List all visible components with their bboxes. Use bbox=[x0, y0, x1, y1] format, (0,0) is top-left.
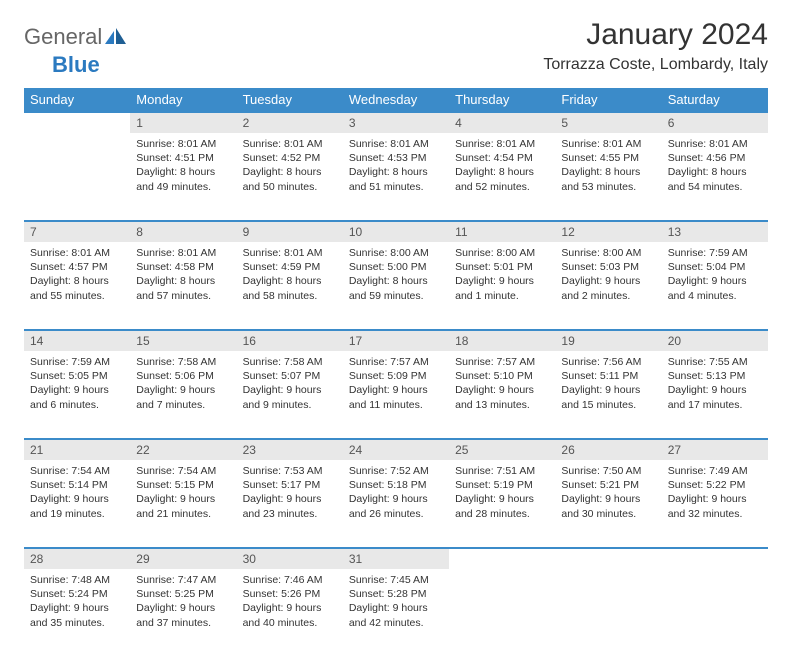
day-number: 23 bbox=[237, 439, 343, 460]
day-number: 20 bbox=[662, 330, 768, 351]
week-content-row: Sunrise: 8:01 AMSunset: 4:51 PMDaylight:… bbox=[24, 133, 768, 221]
day-number: 31 bbox=[343, 548, 449, 569]
day-cell: Sunrise: 7:53 AMSunset: 5:17 PMDaylight:… bbox=[237, 460, 343, 548]
day-cell: Sunrise: 8:01 AMSunset: 4:55 PMDaylight:… bbox=[555, 133, 661, 221]
day-header: Tuesday bbox=[237, 88, 343, 112]
day-number: 15 bbox=[130, 330, 236, 351]
week-content-row: Sunrise: 7:59 AMSunset: 5:05 PMDaylight:… bbox=[24, 351, 768, 439]
day-number: 1 bbox=[130, 112, 236, 133]
day-cell: Sunrise: 7:51 AMSunset: 5:19 PMDaylight:… bbox=[449, 460, 555, 548]
day-number: 29 bbox=[130, 548, 236, 569]
day-number: 11 bbox=[449, 221, 555, 242]
day-cell: Sunrise: 7:52 AMSunset: 5:18 PMDaylight:… bbox=[343, 460, 449, 548]
day-cell: Sunrise: 8:01 AMSunset: 4:52 PMDaylight:… bbox=[237, 133, 343, 221]
day-number bbox=[449, 548, 555, 569]
day-number: 6 bbox=[662, 112, 768, 133]
day-cell: Sunrise: 8:00 AMSunset: 5:00 PMDaylight:… bbox=[343, 242, 449, 330]
day-cell: Sunrise: 8:00 AMSunset: 5:01 PMDaylight:… bbox=[449, 242, 555, 330]
day-cell: Sunrise: 7:57 AMSunset: 5:09 PMDaylight:… bbox=[343, 351, 449, 439]
day-number: 24 bbox=[343, 439, 449, 460]
day-cell: Sunrise: 8:01 AMSunset: 4:51 PMDaylight:… bbox=[130, 133, 236, 221]
logo-text-blue: Blue bbox=[52, 52, 100, 77]
day-header: Sunday bbox=[24, 88, 130, 112]
day-cell bbox=[24, 133, 130, 221]
day-cell: Sunrise: 7:59 AMSunset: 5:05 PMDaylight:… bbox=[24, 351, 130, 439]
day-cell: Sunrise: 8:01 AMSunset: 4:54 PMDaylight:… bbox=[449, 133, 555, 221]
day-number: 18 bbox=[449, 330, 555, 351]
day-number: 7 bbox=[24, 221, 130, 242]
day-cell bbox=[555, 569, 661, 657]
week-number-row: 28293031 bbox=[24, 548, 768, 569]
day-cell: Sunrise: 8:01 AMSunset: 4:58 PMDaylight:… bbox=[130, 242, 236, 330]
day-header: Friday bbox=[555, 88, 661, 112]
day-number: 19 bbox=[555, 330, 661, 351]
day-number: 10 bbox=[343, 221, 449, 242]
day-cell: Sunrise: 7:58 AMSunset: 5:06 PMDaylight:… bbox=[130, 351, 236, 439]
week-number-row: 123456 bbox=[24, 112, 768, 133]
day-cell bbox=[449, 569, 555, 657]
week-content-row: Sunrise: 7:48 AMSunset: 5:24 PMDaylight:… bbox=[24, 569, 768, 657]
day-header: Thursday bbox=[449, 88, 555, 112]
day-number: 14 bbox=[24, 330, 130, 351]
day-header: Saturday bbox=[662, 88, 768, 112]
day-number: 27 bbox=[662, 439, 768, 460]
day-cell: Sunrise: 7:50 AMSunset: 5:21 PMDaylight:… bbox=[555, 460, 661, 548]
day-number: 28 bbox=[24, 548, 130, 569]
day-cell: Sunrise: 8:01 AMSunset: 4:57 PMDaylight:… bbox=[24, 242, 130, 330]
day-cell: Sunrise: 7:45 AMSunset: 5:28 PMDaylight:… bbox=[343, 569, 449, 657]
day-number: 21 bbox=[24, 439, 130, 460]
day-cell: Sunrise: 7:59 AMSunset: 5:04 PMDaylight:… bbox=[662, 242, 768, 330]
day-number: 26 bbox=[555, 439, 661, 460]
day-cell: Sunrise: 8:01 AMSunset: 4:56 PMDaylight:… bbox=[662, 133, 768, 221]
day-cell: Sunrise: 8:00 AMSunset: 5:03 PMDaylight:… bbox=[555, 242, 661, 330]
day-header: Monday bbox=[130, 88, 236, 112]
day-number: 13 bbox=[662, 221, 768, 242]
day-header-row: SundayMondayTuesdayWednesdayThursdayFrid… bbox=[24, 88, 768, 112]
calendar-table: SundayMondayTuesdayWednesdayThursdayFrid… bbox=[24, 88, 768, 657]
week-number-row: 14151617181920 bbox=[24, 330, 768, 351]
month-title: January 2024 bbox=[543, 18, 768, 52]
day-number: 22 bbox=[130, 439, 236, 460]
day-cell: Sunrise: 8:01 AMSunset: 4:53 PMDaylight:… bbox=[343, 133, 449, 221]
day-cell: Sunrise: 7:47 AMSunset: 5:25 PMDaylight:… bbox=[130, 569, 236, 657]
day-cell: Sunrise: 7:48 AMSunset: 5:24 PMDaylight:… bbox=[24, 569, 130, 657]
day-header: Wednesday bbox=[343, 88, 449, 112]
day-cell: Sunrise: 7:57 AMSunset: 5:10 PMDaylight:… bbox=[449, 351, 555, 439]
week-content-row: Sunrise: 8:01 AMSunset: 4:57 PMDaylight:… bbox=[24, 242, 768, 330]
day-number bbox=[662, 548, 768, 569]
day-cell: Sunrise: 7:56 AMSunset: 5:11 PMDaylight:… bbox=[555, 351, 661, 439]
day-number bbox=[555, 548, 661, 569]
week-content-row: Sunrise: 7:54 AMSunset: 5:14 PMDaylight:… bbox=[24, 460, 768, 548]
week-number-row: 78910111213 bbox=[24, 221, 768, 242]
day-number: 4 bbox=[449, 112, 555, 133]
day-number: 16 bbox=[237, 330, 343, 351]
day-number: 2 bbox=[237, 112, 343, 133]
logo-sail-icon bbox=[105, 28, 127, 46]
day-number: 30 bbox=[237, 548, 343, 569]
day-cell: Sunrise: 7:46 AMSunset: 5:26 PMDaylight:… bbox=[237, 569, 343, 657]
day-cell: Sunrise: 7:55 AMSunset: 5:13 PMDaylight:… bbox=[662, 351, 768, 439]
logo: General bbox=[24, 18, 127, 50]
day-number: 9 bbox=[237, 221, 343, 242]
day-cell bbox=[662, 569, 768, 657]
day-number bbox=[24, 112, 130, 133]
week-number-row: 21222324252627 bbox=[24, 439, 768, 460]
day-cell: Sunrise: 8:01 AMSunset: 4:59 PMDaylight:… bbox=[237, 242, 343, 330]
day-cell: Sunrise: 7:58 AMSunset: 5:07 PMDaylight:… bbox=[237, 351, 343, 439]
day-cell: Sunrise: 7:54 AMSunset: 5:15 PMDaylight:… bbox=[130, 460, 236, 548]
day-number: 17 bbox=[343, 330, 449, 351]
day-number: 8 bbox=[130, 221, 236, 242]
day-number: 3 bbox=[343, 112, 449, 133]
day-number: 25 bbox=[449, 439, 555, 460]
logo-text-general: General bbox=[24, 24, 102, 50]
day-cell: Sunrise: 7:49 AMSunset: 5:22 PMDaylight:… bbox=[662, 460, 768, 548]
day-number: 5 bbox=[555, 112, 661, 133]
day-number: 12 bbox=[555, 221, 661, 242]
day-cell: Sunrise: 7:54 AMSunset: 5:14 PMDaylight:… bbox=[24, 460, 130, 548]
